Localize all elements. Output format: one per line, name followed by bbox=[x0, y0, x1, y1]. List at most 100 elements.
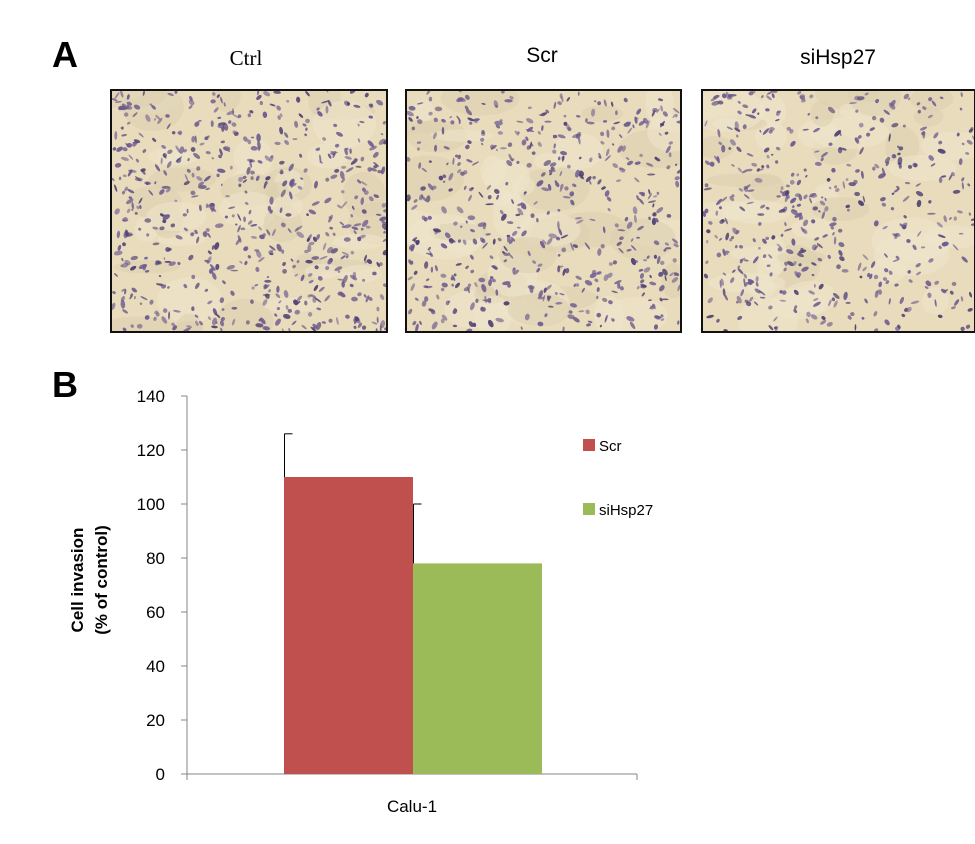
cell-mark bbox=[862, 195, 866, 203]
cell-mark bbox=[142, 91, 145, 96]
cell-mark bbox=[638, 120, 645, 126]
cell-mark bbox=[315, 322, 322, 331]
cell-mark bbox=[638, 198, 644, 205]
cell-mark bbox=[368, 296, 373, 301]
cell-mark bbox=[353, 104, 361, 108]
cell-mark bbox=[122, 174, 127, 178]
cell-mark bbox=[915, 263, 921, 268]
cell-mark bbox=[160, 213, 164, 217]
cell-mark bbox=[494, 120, 503, 126]
cell-mark bbox=[231, 122, 237, 127]
cell-mark bbox=[167, 286, 170, 289]
cell-mark bbox=[888, 270, 893, 275]
cell-mark bbox=[821, 211, 826, 220]
cell-mark bbox=[448, 238, 454, 244]
cell-mark bbox=[275, 293, 281, 299]
cell-mark bbox=[736, 134, 739, 138]
cell-mark bbox=[882, 225, 888, 230]
cell-mark bbox=[263, 91, 271, 97]
cell-mark bbox=[450, 120, 455, 125]
cell-mark bbox=[269, 245, 276, 251]
cell-mark bbox=[419, 320, 422, 325]
cell-mark bbox=[891, 122, 899, 128]
cell-mark bbox=[549, 162, 557, 167]
cell-mark bbox=[264, 181, 268, 186]
cell-mark bbox=[875, 289, 882, 294]
cell-mark bbox=[465, 94, 470, 100]
cell-mark bbox=[903, 93, 910, 100]
cell-mark bbox=[240, 227, 246, 231]
cell-mark bbox=[542, 239, 547, 245]
cell-mark bbox=[352, 271, 357, 280]
cell-mark bbox=[634, 177, 640, 183]
cell-mark bbox=[626, 160, 634, 166]
cell-mark bbox=[378, 138, 386, 145]
cell-mark bbox=[154, 181, 157, 185]
cell-mark bbox=[839, 256, 845, 262]
cell-mark bbox=[972, 135, 974, 142]
cell-mark bbox=[381, 223, 386, 230]
cell-mark bbox=[361, 187, 366, 192]
cell-mark bbox=[584, 280, 593, 286]
cell-mark bbox=[647, 200, 657, 203]
cell-mark bbox=[325, 177, 330, 182]
cell-mark bbox=[328, 318, 333, 323]
cell-mark bbox=[873, 220, 879, 227]
cell-mark bbox=[649, 281, 657, 286]
cell-mark bbox=[968, 128, 974, 133]
cell-mark bbox=[189, 95, 193, 102]
cell-mark bbox=[277, 115, 281, 120]
cell-mark bbox=[525, 136, 529, 141]
cell-mark bbox=[380, 133, 384, 136]
cell-mark bbox=[859, 275, 863, 279]
cell-mark bbox=[345, 314, 350, 319]
cell-mark bbox=[197, 119, 202, 123]
cell-mark bbox=[303, 168, 308, 173]
cell-mark bbox=[220, 96, 223, 104]
cell-mark bbox=[796, 252, 804, 258]
cell-mark bbox=[759, 168, 764, 171]
cell-mark bbox=[671, 277, 679, 283]
cell-mark bbox=[447, 300, 451, 303]
cell-mark bbox=[420, 186, 426, 191]
cell-mark bbox=[465, 144, 470, 150]
cell-mark bbox=[555, 181, 560, 188]
cell-mark bbox=[607, 208, 611, 212]
cell-mark bbox=[196, 236, 200, 244]
cell-mark bbox=[128, 154, 134, 160]
cell-mark bbox=[949, 290, 954, 295]
cell-mark bbox=[210, 99, 216, 104]
cell-mark bbox=[858, 200, 865, 206]
cell-mark bbox=[776, 195, 781, 198]
cell-mark bbox=[317, 276, 323, 281]
cell-mark bbox=[560, 234, 569, 239]
cell-mark bbox=[572, 183, 577, 188]
cell-mark bbox=[966, 139, 973, 145]
cell-mark bbox=[343, 237, 351, 242]
cell-mark bbox=[771, 93, 775, 99]
cell-mark bbox=[617, 282, 621, 289]
cell-mark bbox=[162, 219, 167, 224]
cell-mark bbox=[761, 95, 764, 99]
cell-mark bbox=[360, 197, 365, 205]
cell-mark bbox=[943, 215, 947, 223]
cell-mark bbox=[641, 292, 645, 297]
cell-mark bbox=[793, 305, 798, 310]
cell-mark bbox=[453, 273, 457, 277]
cell-mark bbox=[161, 316, 168, 324]
cell-mark bbox=[768, 305, 773, 310]
cell-mark bbox=[306, 237, 310, 242]
cell-mark bbox=[552, 149, 557, 154]
cell-mark bbox=[737, 167, 743, 173]
cell-mark bbox=[161, 144, 167, 149]
cell-mark bbox=[808, 290, 815, 295]
cell-mark bbox=[248, 209, 252, 215]
cell-mark bbox=[811, 244, 817, 250]
cell-mark bbox=[728, 147, 732, 150]
cell-mark bbox=[708, 221, 713, 225]
cell-mark bbox=[931, 100, 937, 107]
cell-mark bbox=[884, 319, 890, 326]
cell-mark bbox=[250, 110, 254, 114]
cell-mark bbox=[704, 120, 708, 127]
cell-mark bbox=[162, 308, 168, 313]
